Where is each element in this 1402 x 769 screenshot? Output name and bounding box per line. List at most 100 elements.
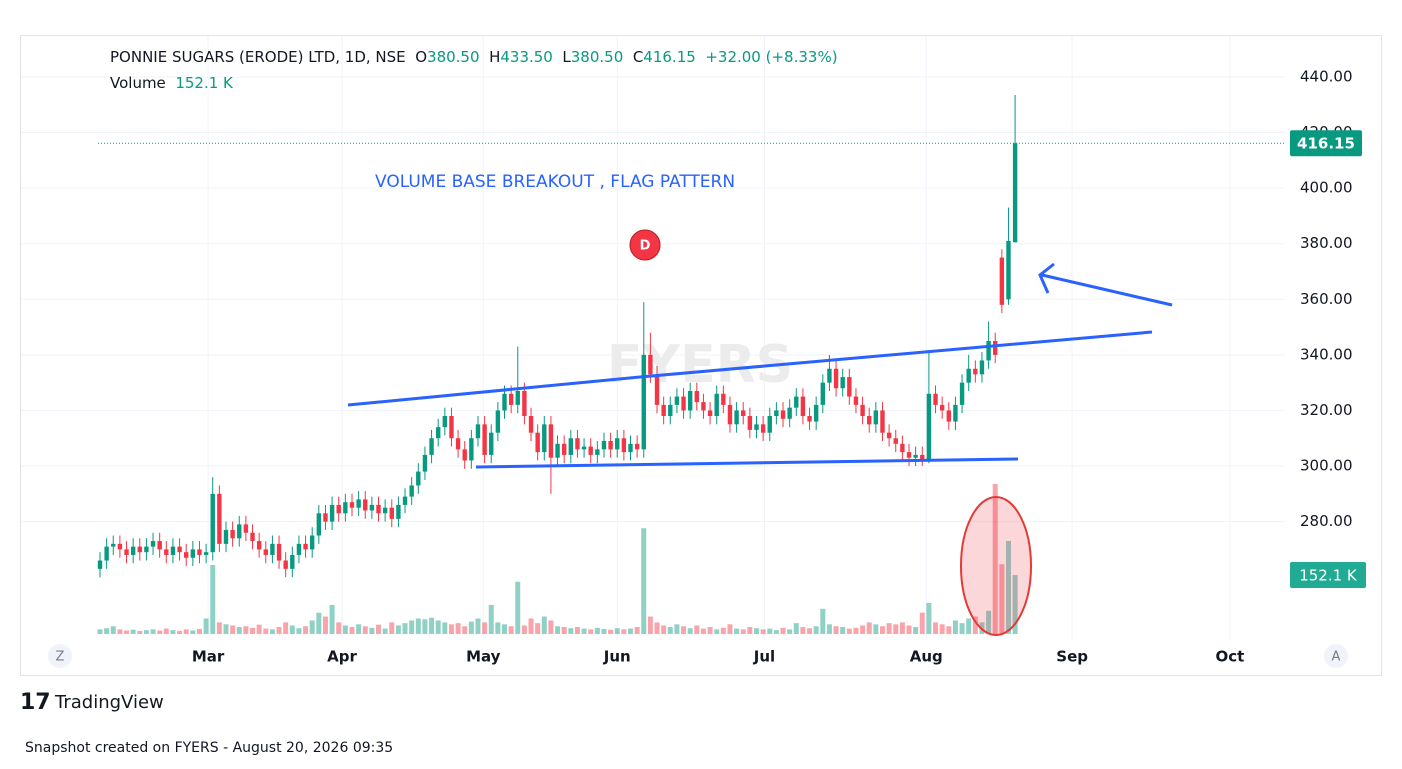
volume-bar [555, 626, 561, 634]
candle-body [396, 504, 401, 519]
candle-body [475, 424, 481, 439]
volume-bar [502, 624, 508, 634]
candle-body [741, 410, 746, 417]
candle-body [747, 416, 753, 430]
volume-bar [389, 622, 395, 634]
candle-body [363, 499, 368, 511]
ohlc-value: 380.50 [427, 48, 480, 66]
volume-bar [707, 627, 713, 634]
ohlc-label: C [632, 48, 644, 66]
volume-bar [303, 626, 309, 634]
volume-bar [223, 624, 229, 634]
candle-body [661, 404, 666, 417]
volume-bar [183, 629, 189, 634]
volume-bar [468, 621, 474, 634]
candle-body [495, 410, 501, 433]
candle-body [349, 502, 355, 508]
candle-body [157, 541, 162, 550]
volume-bar [601, 628, 607, 634]
volume-bar [700, 628, 706, 634]
candle-body [117, 543, 123, 550]
volume-bar [926, 602, 932, 634]
volume-bar [190, 630, 196, 634]
volume-bar [143, 630, 149, 634]
volume-bar [269, 629, 275, 634]
volume-bar [647, 616, 653, 634]
control-button[interactable] [1324, 644, 1348, 668]
candle-body [435, 427, 441, 439]
candle-body [873, 410, 879, 425]
volume-bar [574, 627, 580, 634]
candle-body [953, 404, 958, 422]
y-tick-label: 320.00 [1300, 401, 1353, 419]
candle-body [933, 393, 938, 405]
candle-body [701, 402, 706, 411]
volume-bar [104, 628, 110, 634]
candle-body [329, 504, 335, 522]
volume-bar [462, 626, 468, 634]
candle-body [595, 449, 600, 455]
badge[interactable] [629, 229, 661, 261]
candle-body [462, 449, 467, 461]
volume-bar [568, 628, 574, 634]
volume-bar [826, 624, 832, 634]
candle-body [270, 543, 275, 555]
volume-bar [482, 622, 488, 634]
volume-bar [210, 565, 216, 634]
candle-body [508, 393, 514, 405]
candle-body [906, 452, 912, 458]
candle-body [973, 368, 978, 375]
x-tick-label: Jun [603, 648, 631, 666]
control-button[interactable] [48, 644, 72, 668]
volume-bar [508, 626, 514, 634]
badge-text[interactable]: D [640, 239, 651, 254]
volume-bar [621, 629, 627, 634]
volume-bar [382, 628, 388, 634]
candle-body [535, 432, 540, 453]
volume-bar [720, 627, 726, 634]
candle-body [867, 416, 872, 425]
candle-body [309, 535, 315, 550]
volume-bar [608, 629, 614, 634]
candle-body [807, 416, 812, 422]
x-tick-label: Oct [1216, 648, 1245, 666]
volume-bar [641, 528, 647, 634]
ohlc-label: L [562, 48, 571, 66]
snapshot-note: Snapshot created on FYERS - August 20, 2… [25, 740, 393, 756]
volume-bar [137, 630, 143, 634]
volume-bar [455, 623, 461, 634]
candle-body [966, 368, 971, 383]
volume-bar [581, 628, 587, 634]
volume-bar [747, 627, 753, 634]
volume-bar [329, 604, 335, 634]
volume-bar [289, 625, 295, 634]
candle-body [170, 546, 176, 555]
candle-body [860, 404, 865, 417]
volume-bar [879, 626, 885, 634]
candle-body [780, 410, 786, 419]
candle-body [926, 393, 932, 461]
candle-body [959, 382, 965, 405]
volume-bar [561, 627, 567, 634]
volume-bar [528, 618, 534, 634]
candle-body [237, 524, 242, 539]
volume-bar [535, 623, 541, 634]
candle-body [608, 441, 613, 450]
volume-bar [933, 622, 939, 634]
volume-bar [97, 629, 103, 634]
control-label[interactable]: Z [56, 650, 65, 665]
candle-body [588, 446, 593, 455]
volume-bar [594, 627, 600, 634]
volume-bar [422, 619, 428, 634]
control-label[interactable]: A [1332, 650, 1341, 665]
volume-bar [787, 629, 793, 634]
arrow [1041, 273, 1173, 307]
candle-body [714, 393, 719, 417]
candle-body [800, 396, 806, 417]
candle-body [402, 496, 408, 505]
candle-body [840, 377, 845, 389]
candle-body [920, 454, 925, 461]
volume-bar [714, 629, 720, 634]
volume-bar [376, 624, 382, 634]
candle-body [707, 410, 713, 417]
